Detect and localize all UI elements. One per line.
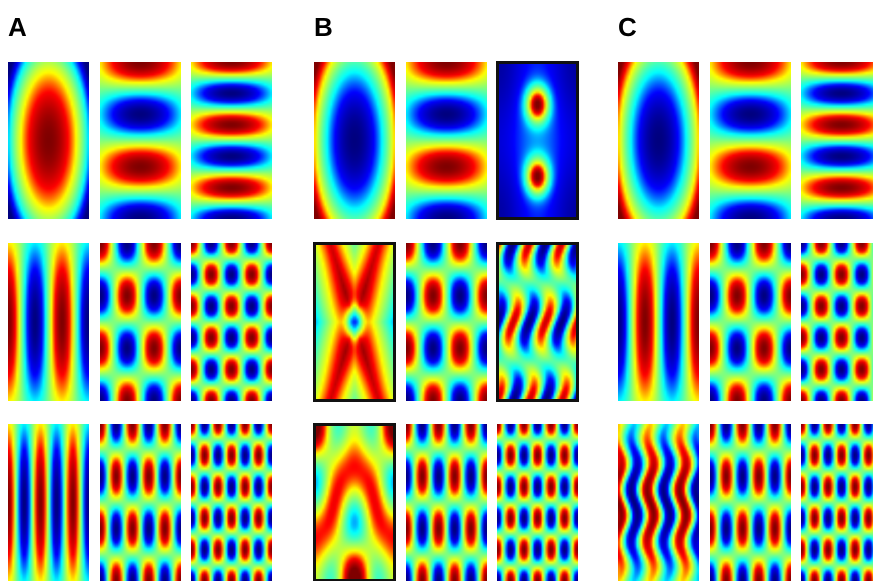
mode-tile-b-1-2: [406, 62, 487, 219]
mode-tile-b-3-2: [406, 424, 487, 581]
mode-field: [100, 62, 181, 219]
mode-field: [8, 424, 89, 581]
mode-field: [314, 424, 395, 581]
mode-field: [191, 243, 272, 401]
mode-field: [406, 243, 487, 401]
mode-tile-a-2-3: [191, 243, 272, 401]
panel-label-b: B: [314, 12, 333, 42]
mode-tile-c-3-2: [710, 424, 791, 581]
mode-tile-c-1-1: [618, 62, 699, 219]
mode-tile-a-3-1: [8, 424, 89, 581]
mode-tile-a-1-2: [100, 62, 181, 219]
mode-field: [497, 62, 578, 219]
mode-tile-a-3-2: [100, 424, 181, 581]
mode-tile-a-1-1: [8, 62, 89, 219]
mode-field: [406, 62, 487, 219]
mode-field: [618, 243, 699, 401]
mode-tile-a-1-3: [191, 62, 272, 219]
mode-tile-a-3-3: [191, 424, 272, 581]
mode-tile-b-3-1: [313, 423, 396, 581]
mode-tile-b-1-3: [496, 61, 579, 220]
mode-field: [100, 424, 181, 581]
panel-label-a: A: [8, 12, 27, 42]
mode-tile-c-2-1: [618, 243, 699, 401]
mode-field: [100, 243, 181, 401]
mode-field: [191, 62, 272, 219]
mode-field: [801, 62, 873, 219]
mode-field: [801, 243, 873, 401]
mode-field: [710, 243, 791, 401]
mode-tile-c-3-1: [618, 424, 699, 581]
mode-tile-b-2-2: [406, 243, 487, 401]
mode-field: [801, 424, 873, 581]
mode-field: [710, 62, 791, 219]
mode-tile-b-3-3: [497, 424, 578, 581]
panel-label-c: C: [618, 12, 637, 42]
mode-field: [710, 424, 791, 581]
mode-tile-c-1-2: [710, 62, 791, 219]
mode-field: [406, 424, 487, 581]
mode-field: [8, 62, 89, 219]
mode-tile-b-1-1: [314, 62, 395, 219]
mode-field: [618, 62, 699, 219]
mode-field: [618, 424, 699, 581]
mode-tile-a-2-2: [100, 243, 181, 401]
mode-tile-c-2-3: [801, 243, 873, 401]
mode-field: [191, 424, 272, 581]
mode-tile-c-3-3: [801, 424, 873, 581]
mode-field: [497, 243, 578, 401]
mode-field: [497, 424, 578, 581]
mode-tile-b-2-3: [496, 242, 579, 402]
mode-tile-b-2-1: [313, 242, 396, 402]
mode-tile-a-2-1: [8, 243, 89, 401]
mode-tile-c-1-3: [801, 62, 873, 219]
mode-tile-c-2-2: [710, 243, 791, 401]
mode-field: [314, 62, 395, 219]
mode-field: [314, 243, 395, 401]
mode-field: [8, 243, 89, 401]
